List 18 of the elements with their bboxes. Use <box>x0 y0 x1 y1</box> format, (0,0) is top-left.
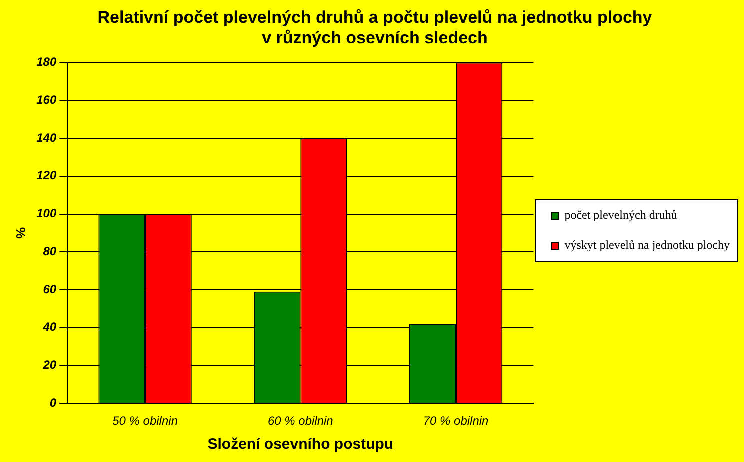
legend-label: výskyt plevelů na jednotku plochy <box>564 238 730 252</box>
y-tick-label: 20 <box>42 358 57 372</box>
y-tick-label: 140 <box>36 130 57 145</box>
y-tick-label: 0 <box>50 396 57 410</box>
chart-title: Relativní počet plevelných druhů a počtu plevelů na jednotku plochy v různých osevních sledech <box>98 8 653 48</box>
x-tick-label: 60 % obilnin <box>268 414 334 428</box>
x-axis-title: Složení osevního postupu <box>208 436 394 454</box>
x-tick-label: 50 % obilnin <box>112 414 178 428</box>
y-tick-label: 40 <box>42 320 57 334</box>
y-tick-label: 80 <box>43 244 57 258</box>
y-tick-label: 180 <box>36 55 57 70</box>
legend-label: počet plevelných druhů <box>564 208 678 222</box>
x-tick-label: 70 % obilnin <box>423 414 490 428</box>
y-tick-label: 160 <box>36 92 57 107</box>
y-axis-title: % <box>13 226 28 239</box>
y-tick-label: 60 <box>43 282 57 296</box>
y-tick-label: 120 <box>36 168 57 183</box>
y-tick-label: 100 <box>36 206 57 221</box>
